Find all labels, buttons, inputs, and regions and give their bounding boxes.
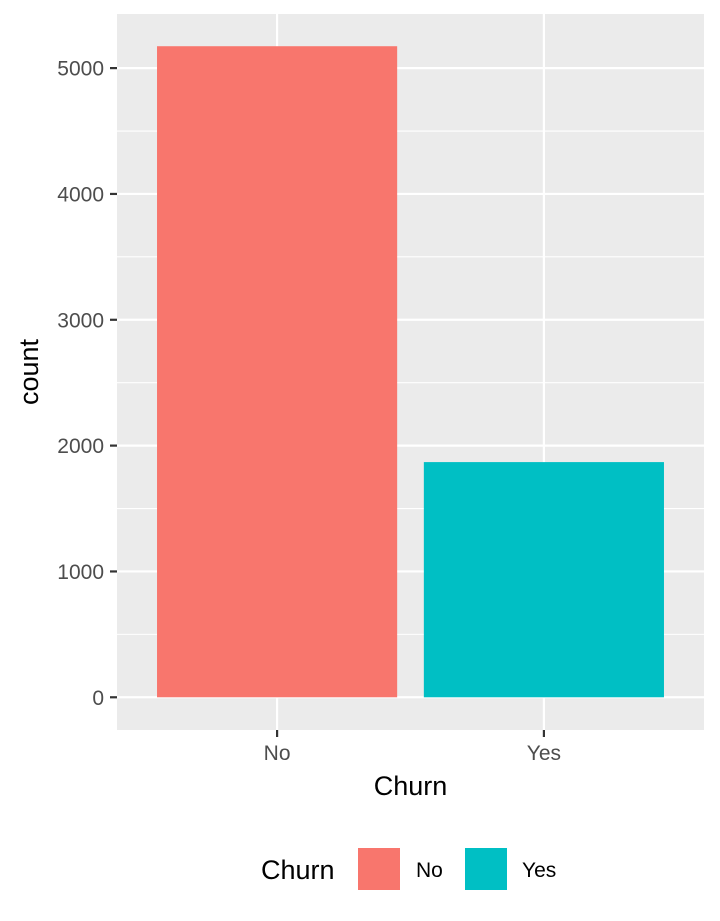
legend-key-no [358,848,400,890]
y-axis: 0 1000 2000 3000 4000 5000 [57,58,117,710]
legend-label-no: No [416,859,443,882]
y-tick-label: 0 [92,687,104,710]
x-tick-label: No [264,742,291,765]
legend-label-yes: Yes [522,859,556,882]
y-tick-label: 5000 [57,58,104,81]
y-axis-title: count [14,338,44,405]
x-tick-label: Yes [527,742,561,765]
y-tick-label: 1000 [57,561,104,584]
y-tick-label: 4000 [57,183,104,206]
legend: Churn No Yes [261,848,556,890]
y-tick-label: 2000 [57,435,104,458]
legend-title: Churn [261,855,335,885]
bar-yes [423,462,664,698]
y-tick-label: 3000 [57,309,104,332]
x-axis-title: Churn [374,771,448,801]
legend-key-yes [465,848,507,890]
bars [157,46,664,698]
x-axis: No Yes [264,730,561,765]
bar-no [157,46,398,698]
